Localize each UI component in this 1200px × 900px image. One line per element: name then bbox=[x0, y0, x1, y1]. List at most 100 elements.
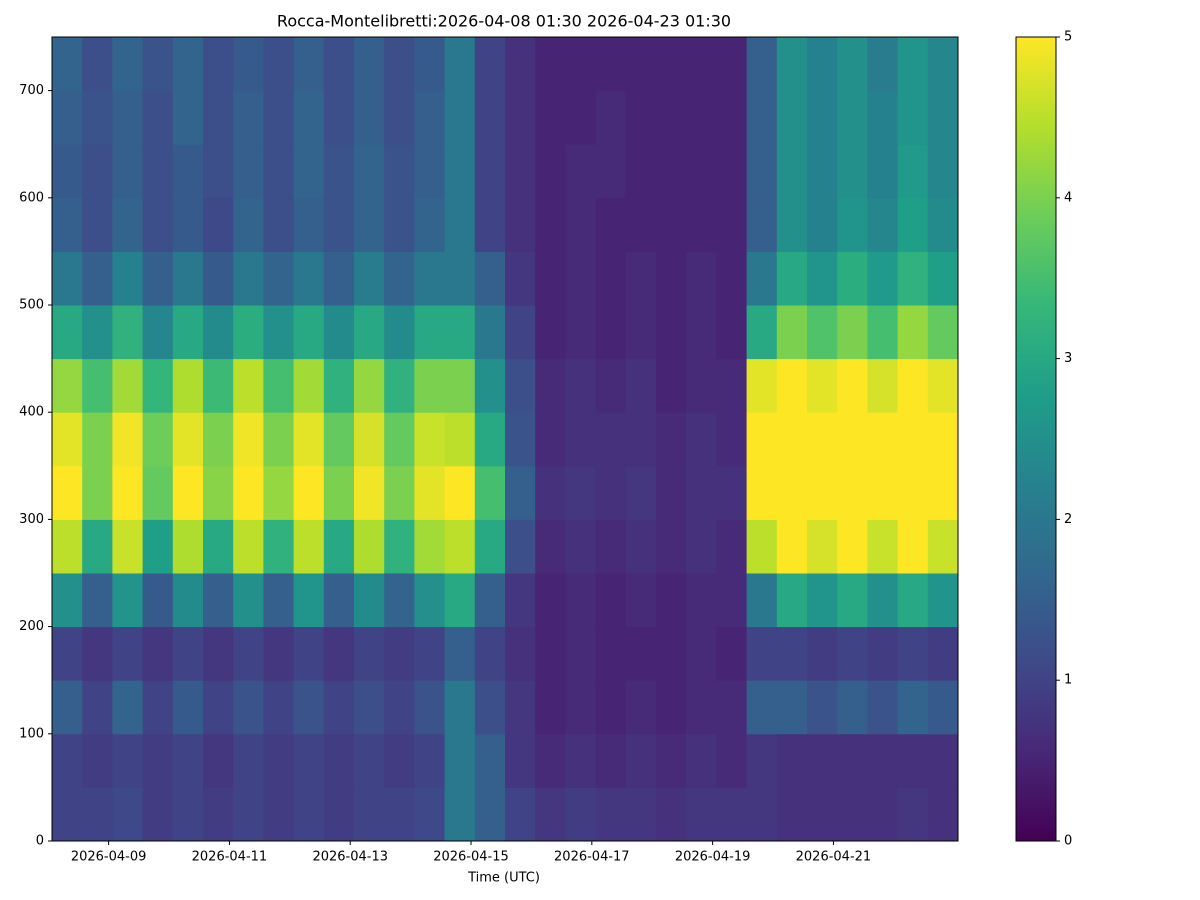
heatmap-cell bbox=[82, 787, 113, 842]
heatmap-cell bbox=[625, 787, 657, 842]
heatmap-cell bbox=[112, 144, 144, 199]
heatmap-cell bbox=[323, 90, 355, 145]
heatmap-cell bbox=[82, 37, 113, 92]
heatmap-cell bbox=[595, 412, 627, 467]
heatmap-cell bbox=[595, 90, 627, 145]
heatmap-cell bbox=[203, 37, 234, 92]
heatmap-cell bbox=[263, 251, 295, 306]
heatmap-cell bbox=[293, 358, 325, 413]
heatmap-cell bbox=[867, 305, 899, 360]
heatmap-cell bbox=[142, 465, 174, 520]
y-tick-label: 600 bbox=[19, 190, 44, 205]
heatmap-cell bbox=[203, 733, 234, 788]
heatmap-cell bbox=[505, 144, 536, 199]
heatmap-cell bbox=[505, 519, 536, 574]
y-tick-label: 200 bbox=[19, 619, 44, 634]
heatmap-cell bbox=[897, 305, 929, 360]
heatmap-cell bbox=[927, 144, 959, 199]
heatmap-cell bbox=[625, 733, 657, 788]
heatmap-cell bbox=[233, 626, 264, 681]
heatmap-cell bbox=[505, 90, 536, 145]
heatmap-cell bbox=[746, 680, 778, 735]
heatmap-cell bbox=[112, 197, 144, 252]
heatmap-cell bbox=[625, 90, 657, 145]
x-tick-label: 2026-04-17 bbox=[554, 850, 630, 865]
heatmap-cell bbox=[414, 733, 446, 788]
heatmap-cell bbox=[716, 144, 748, 199]
heatmap-cell bbox=[867, 626, 899, 681]
heatmap-cell bbox=[354, 573, 385, 628]
heatmap-cell bbox=[595, 787, 627, 842]
heatmap bbox=[52, 37, 959, 842]
heatmap-cell bbox=[927, 465, 959, 520]
heatmap-cell bbox=[354, 519, 385, 574]
heatmap-cell bbox=[837, 626, 868, 681]
heatmap-cell bbox=[323, 733, 355, 788]
heatmap-cell bbox=[474, 90, 506, 145]
heatmap-cell bbox=[172, 465, 204, 520]
heatmap-cell bbox=[414, 680, 446, 735]
heatmap-cell bbox=[323, 144, 355, 199]
heatmap-cell bbox=[867, 519, 899, 574]
heatmap-cell bbox=[716, 305, 748, 360]
heatmap-cell bbox=[867, 787, 899, 842]
heatmap-cell bbox=[625, 251, 657, 306]
heatmap-cell bbox=[323, 519, 355, 574]
heatmap-cell bbox=[444, 787, 476, 842]
heatmap-cell bbox=[505, 733, 536, 788]
heatmap-cell bbox=[595, 680, 627, 735]
heatmap-cell bbox=[293, 37, 325, 92]
heatmap-cell bbox=[565, 412, 597, 467]
heatmap-cell bbox=[203, 465, 234, 520]
heatmap-cell bbox=[474, 197, 506, 252]
heatmap-cell bbox=[505, 251, 536, 306]
heatmap-cell bbox=[293, 733, 325, 788]
heatmap-cell bbox=[565, 305, 597, 360]
heatmap-cell bbox=[384, 144, 415, 199]
heatmap-cell bbox=[52, 626, 83, 681]
heatmap-cell bbox=[112, 358, 144, 413]
heatmap-cell bbox=[837, 144, 868, 199]
heatmap-cell bbox=[82, 305, 113, 360]
heatmap-cell bbox=[112, 465, 144, 520]
heatmap-cell bbox=[867, 37, 899, 92]
heatmap-cell bbox=[897, 573, 929, 628]
heatmap-cell bbox=[807, 573, 838, 628]
heatmap-cell bbox=[172, 358, 204, 413]
heatmap-cell bbox=[52, 573, 83, 628]
heatmap-cell bbox=[927, 197, 959, 252]
heatmap-cell bbox=[746, 412, 778, 467]
heatmap-cell bbox=[686, 519, 717, 574]
heatmap-cell bbox=[263, 144, 295, 199]
heatmap-cell bbox=[595, 733, 627, 788]
heatmap-cell bbox=[142, 305, 174, 360]
heatmap-cell bbox=[233, 573, 264, 628]
heatmap-cell bbox=[263, 37, 295, 92]
heatmap-cell bbox=[414, 519, 446, 574]
heatmap-cell bbox=[505, 680, 536, 735]
heatmap-cell bbox=[625, 519, 657, 574]
heatmap-cell bbox=[746, 787, 778, 842]
heatmap-cell bbox=[565, 358, 597, 413]
heatmap-cell bbox=[686, 626, 717, 681]
heatmap-cell bbox=[172, 680, 204, 735]
heatmap-cell bbox=[414, 465, 446, 520]
heatmap-cell bbox=[505, 412, 536, 467]
heatmap-cell bbox=[746, 197, 778, 252]
heatmap-cell bbox=[52, 358, 83, 413]
heatmap-cell bbox=[82, 680, 113, 735]
heatmap-cell bbox=[535, 573, 566, 628]
heatmap-cell bbox=[172, 787, 204, 842]
y-tick-label: 500 bbox=[19, 298, 44, 313]
heatmap-cell bbox=[142, 573, 174, 628]
heatmap-cell bbox=[52, 787, 83, 842]
heatmap-cell bbox=[656, 573, 687, 628]
heatmap-cell bbox=[837, 37, 868, 92]
heatmap-cell bbox=[716, 680, 748, 735]
heatmap-cell bbox=[837, 197, 868, 252]
heatmap-cell bbox=[172, 573, 204, 628]
heatmap-cell bbox=[595, 37, 627, 92]
heatmap-cell bbox=[716, 519, 748, 574]
heatmap-cell bbox=[52, 680, 83, 735]
heatmap-cell bbox=[505, 787, 536, 842]
